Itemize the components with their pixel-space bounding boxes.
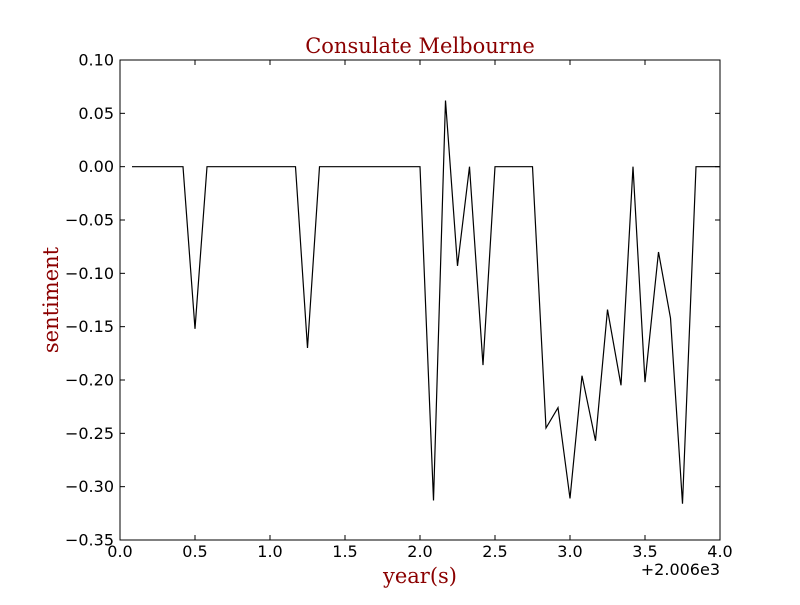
- chart-title: Consulate Melbourne: [305, 34, 535, 58]
- x-tick-label: 1.0: [257, 542, 282, 561]
- data-point: [445, 100, 446, 101]
- y-tick-label: 0.10: [78, 51, 114, 70]
- data-point: [557, 407, 558, 408]
- y-tick-label: −0.25: [65, 424, 114, 443]
- data-point: [682, 503, 683, 504]
- data-point: [569, 498, 570, 499]
- x-tick-label: 3.5: [632, 542, 657, 561]
- x-tick-label: 4.0: [707, 542, 732, 561]
- data-point: [482, 364, 483, 365]
- data-point: [545, 427, 546, 428]
- data-point: [194, 328, 195, 329]
- x-tick-label: 1.5: [332, 542, 357, 561]
- data-point: [632, 166, 633, 167]
- y-axis-label: sentiment: [39, 246, 63, 353]
- data-point: [319, 166, 320, 167]
- y-tick-label: −0.15: [65, 317, 114, 336]
- data-point: [695, 166, 696, 167]
- x-tick-label: 0.0: [107, 542, 132, 561]
- y-tick-label: 0.00: [78, 157, 114, 176]
- y-tick-label: −0.35: [65, 531, 114, 550]
- data-point: [182, 166, 183, 167]
- y-tick-label: −0.05: [65, 211, 114, 230]
- x-tick-label: 3.0: [557, 542, 582, 561]
- data-point: [469, 166, 470, 167]
- x-tick-label: 2.0: [407, 542, 432, 561]
- data-point: [670, 318, 671, 319]
- y-tick-label: 0.05: [78, 104, 114, 123]
- data-layer: [131, 100, 720, 504]
- data-point: [206, 166, 207, 167]
- data-point: [494, 166, 495, 167]
- y-tick-label: −0.30: [65, 477, 114, 496]
- data-point: [419, 166, 420, 167]
- y-tick-label: −0.20: [65, 371, 114, 390]
- data-point: [457, 265, 458, 266]
- x-axis-label: year(s): [382, 564, 457, 588]
- data-point: [644, 382, 645, 383]
- data-point: [658, 251, 659, 252]
- data-point: [532, 166, 533, 167]
- tick-layer: 0.0 0.5 1.0 1.5 2.0 2.5 3.0 3.5 4.0 0.10 0.05 0.00 −…: [65, 51, 733, 562]
- data-point: [595, 440, 596, 441]
- data-point: [581, 375, 582, 376]
- data-point: [131, 166, 132, 167]
- x-tick-label: 0.5: [182, 542, 207, 561]
- data-point: [295, 166, 296, 167]
- plot-frame: [119, 59, 721, 541]
- series-line: [132, 100, 720, 504]
- y-tick-label: −0.10: [65, 264, 114, 283]
- x-tick-label: 2.5: [482, 542, 507, 561]
- data-point: [433, 500, 434, 501]
- x-axis-offset-label: +2.006e3: [641, 560, 720, 579]
- data-point: [607, 309, 608, 310]
- data-point: [307, 347, 308, 348]
- plot-area-background: [120, 60, 720, 540]
- data-point: [620, 385, 621, 386]
